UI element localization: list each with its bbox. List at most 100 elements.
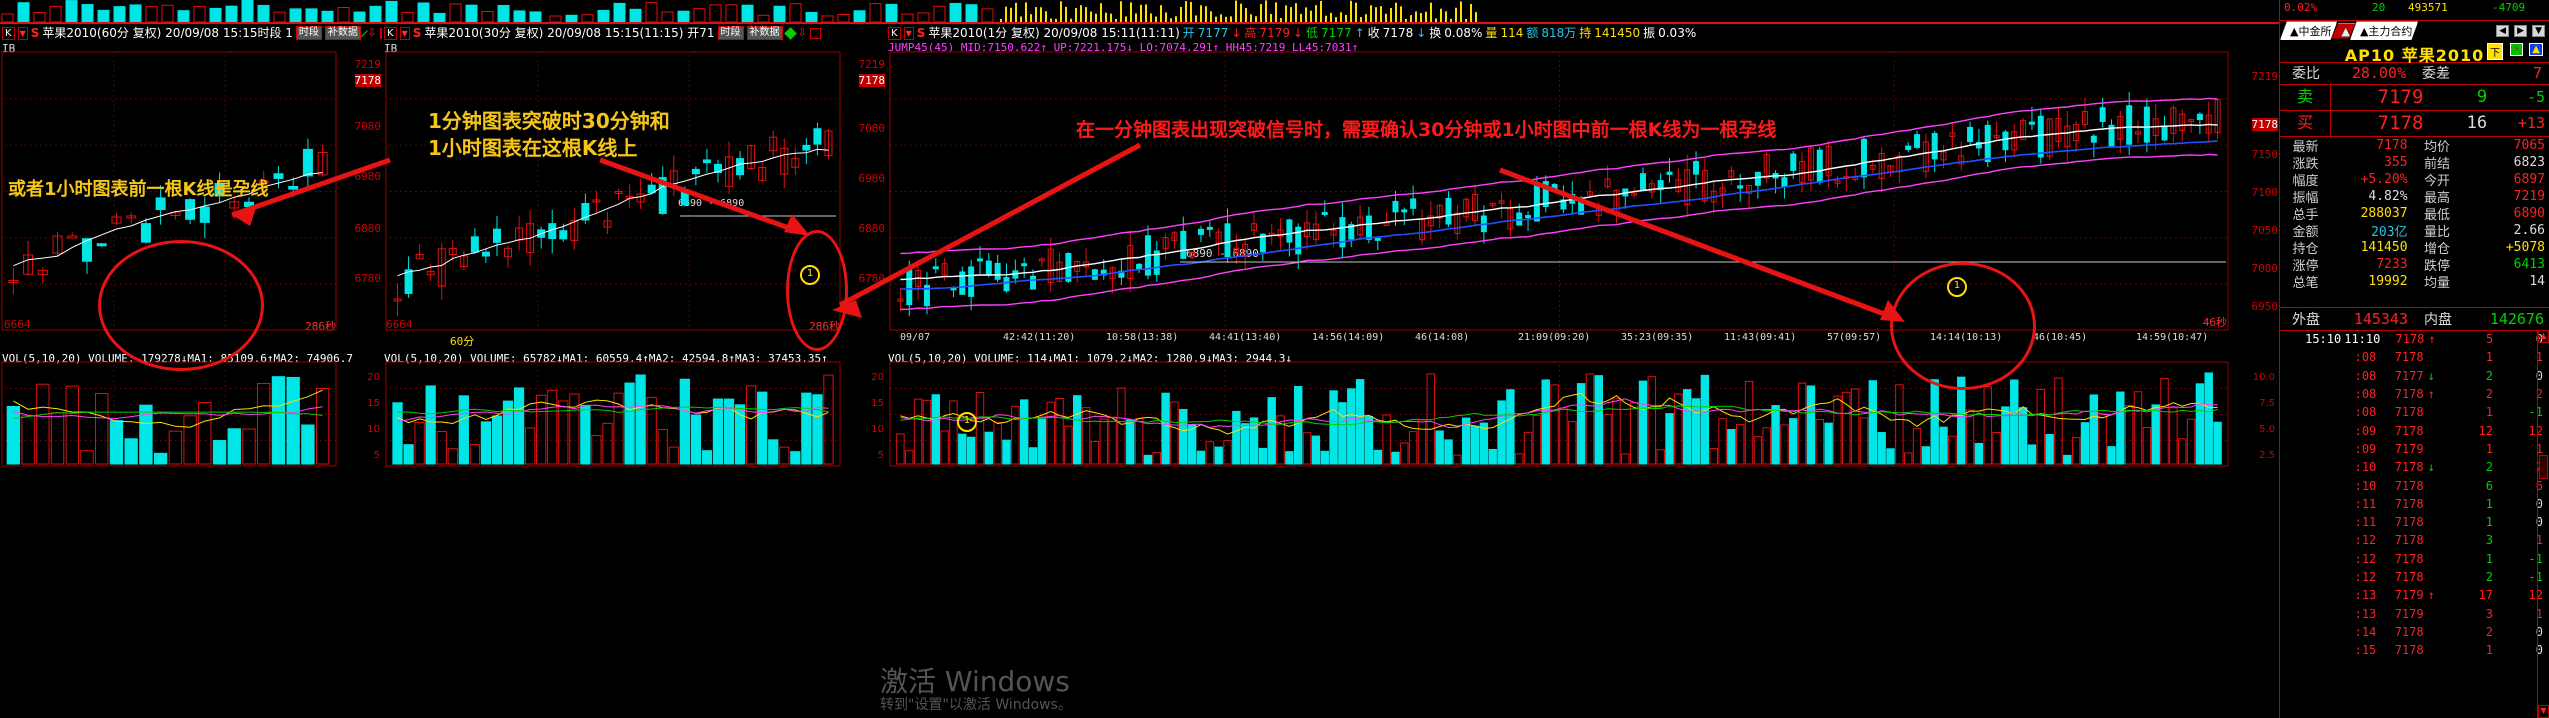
axis-low-60m: 6664 xyxy=(4,318,31,331)
scroll-thumb[interactable] xyxy=(2539,455,2548,479)
amount-value: 818万 xyxy=(1541,26,1577,40)
chart-toolbar-60m[interactable]: K ▼ S 苹果2010(60分 复权) 20/09/08 15:15时段 1 … xyxy=(0,25,382,41)
vol-axis-tick: 15 xyxy=(367,398,380,409)
scroll-up-button[interactable]: ▲ xyxy=(2538,330,2549,343)
scroll-right-button[interactable]: ▶ xyxy=(2514,24,2527,37)
chart-panel-1m[interactable]: K ▼ S 苹果2010(1分 复权) 20/09/08 15:11(11:11… xyxy=(886,0,2280,718)
tick-delta: 1 xyxy=(2535,533,2543,548)
tick-delta: 0 xyxy=(2535,496,2543,511)
tick-volume: 3 xyxy=(2485,533,2493,548)
square-icon[interactable] xyxy=(809,27,821,39)
tick-row[interactable]: :13 7179 3 1 xyxy=(2280,604,2549,622)
tick-row-header[interactable]: 15:10 11:10 7178 ↑ 5 0 xyxy=(2280,330,2549,348)
tick-time: :14 xyxy=(2354,624,2377,639)
tick-row[interactable]: :12 7178 1 -1 xyxy=(2280,550,2549,568)
tick-time: :08 xyxy=(2354,350,2377,365)
tick-volume: 1 xyxy=(2485,441,2493,456)
tick-volume: 1 xyxy=(2485,350,2493,365)
tick-row[interactable]: :15 7178 1 0 xyxy=(2280,641,2549,659)
down-arrow-icon[interactable]: ⇩ xyxy=(367,26,377,39)
stat-label: 涨跌 xyxy=(2292,157,2319,172)
tick-arrow-icon: ↓ xyxy=(2427,460,2435,475)
tab-zhuli-heyue[interactable]: ▲主力合约 xyxy=(2350,21,2418,40)
amplitude-label: 振 xyxy=(1643,26,1656,40)
tick-time: :09 xyxy=(2354,441,2377,456)
tick-row[interactable]: :08 7178 1 1 xyxy=(2280,348,2549,366)
tab-zhongjinsuo[interactable]: ▲中金所 xyxy=(2280,21,2337,40)
tick-row[interactable]: :11 7178 1 0 xyxy=(2280,495,2549,513)
k-type-button[interactable]: K xyxy=(384,26,397,40)
top-strip-oi: 493571 xyxy=(2408,1,2448,14)
lightning-badge-icon[interactable]: ⚡ xyxy=(2509,43,2523,56)
axis-tick: 6880 xyxy=(858,222,886,235)
tick-price: 7178 xyxy=(2394,551,2424,566)
high-label: 高 xyxy=(1244,26,1257,40)
green-diamond-icon[interactable] xyxy=(783,26,797,40)
scroll-down-button[interactable]: ▼ xyxy=(2538,705,2549,718)
tick-row[interactable]: :12 7178 2 -1 xyxy=(2280,568,2549,586)
tick-row[interactable]: :13 7179 ↑ 17 12 xyxy=(2280,586,2549,604)
scroll-left-button[interactable]: ◀ xyxy=(2496,24,2509,37)
tick-scrollbar[interactable]: ▲ ▼ xyxy=(2537,330,2549,718)
axis-tick: 6980 xyxy=(858,172,886,185)
stats-row: 总手 288037 最低 6890 xyxy=(2280,205,2549,223)
tick-row[interactable]: :11 7178 1 0 xyxy=(2280,513,2549,531)
exchange-tab-strip[interactable]: ▲中金所 ▲ ▲主力合约 ◀ ▶ ▼ xyxy=(2280,22,2549,39)
fill-data-button[interactable]: 补数据 xyxy=(324,26,361,40)
tick-list[interactable]: 15:10 11:10 7178 ↑ 5 0:08 7178 1 1:08 7177 ↓ 2 0:08 7… xyxy=(2280,330,2549,718)
tick-row[interactable]: :08 7178 1 -1 xyxy=(2280,403,2549,421)
chart-corner-code-60m: IB xyxy=(2,42,16,55)
quote-panel[interactable]: 0.02% 20 493571 -4709 ▲中金所 ▲ ▲主力合约 ◀ ▶ ▼… xyxy=(2279,0,2549,718)
stat-value-2: 6413 xyxy=(2513,257,2545,272)
segment-button[interactable]: 时段 xyxy=(295,26,322,40)
tab-menu-button[interactable]: ▼ xyxy=(2532,24,2545,37)
k-type-button[interactable]: K xyxy=(888,26,901,40)
tick-row[interactable]: :08 7178 ↑ 2 2 xyxy=(2280,385,2549,403)
s-icon[interactable]: S xyxy=(412,26,422,40)
ask-row[interactable]: 卖 7179 9 -5 xyxy=(2280,84,2549,111)
axis-tick: 6780 xyxy=(354,272,382,285)
highlight-ellipse-60m xyxy=(98,240,264,371)
chart-toolbar-1m[interactable]: K ▼ S 苹果2010(1分 复权) 20/09/08 15:11(11:11… xyxy=(886,25,2279,41)
oi-label: 持 xyxy=(1579,26,1592,40)
tick-row[interactable]: :14 7178 2 0 xyxy=(2280,623,2549,641)
s-icon[interactable]: S xyxy=(30,26,40,40)
bid-row[interactable]: 买 7178 16 +13 xyxy=(2280,110,2549,137)
chevron-down-icon[interactable]: ▼ xyxy=(17,26,28,40)
down-arrow-icon[interactable]: ⇩ xyxy=(797,26,807,39)
chevron-down-icon[interactable]: ▼ xyxy=(399,26,410,40)
up-badge-icon[interactable]: ▲ xyxy=(2529,43,2543,56)
tick-price: 7178 xyxy=(2394,478,2424,493)
fill-data-button[interactable]: 补数据 xyxy=(746,26,783,40)
tick-row[interactable]: :10 7178 6 6 xyxy=(2280,476,2549,494)
axis-last-price: 7178 xyxy=(858,74,885,87)
tick-delta: 1 xyxy=(2535,350,2543,365)
tick-volume: 12 xyxy=(2478,423,2493,438)
tick-row[interactable]: :12 7178 3 1 xyxy=(2280,531,2549,549)
segment-button[interactable]: 时段 xyxy=(717,26,744,40)
tick-row[interactable]: :08 7177 ↓ 2 0 xyxy=(2280,367,2549,385)
ratio-label: 委比 xyxy=(2292,66,2320,82)
top-strip-change: 0.02% xyxy=(2284,1,2318,14)
tick-row[interactable]: :09 7178 12 12 xyxy=(2280,421,2549,439)
instrument-code: AP10 xyxy=(2344,46,2396,65)
stats-row: 最新 7178 均价 7065 xyxy=(2280,137,2549,155)
tick-row[interactable]: :09 7179 1 1 xyxy=(2280,440,2549,458)
axis-tick: 7219 xyxy=(354,58,382,71)
tick-volume: 1 xyxy=(2485,405,2493,420)
watermark-line1: 激活 Windows xyxy=(880,665,1070,698)
s-icon[interactable]: S xyxy=(916,26,926,40)
k-type-button[interactable]: K xyxy=(2,26,15,40)
square-icon[interactable] xyxy=(379,27,382,39)
stat-value: 355 xyxy=(2384,155,2408,170)
download-badge-icon[interactable]: 下 xyxy=(2487,43,2503,60)
low-value: 7177 xyxy=(1321,26,1352,40)
axis-low-30m: 6664 xyxy=(386,318,413,331)
open-label: 开 xyxy=(1182,26,1195,40)
quote-title-row[interactable]: AP10 苹果2010 下 ⚡ ▲ xyxy=(2280,40,2549,65)
inner-label: 内盘 xyxy=(2424,312,2452,328)
chevron-down-icon[interactable]: ▼ xyxy=(903,26,914,40)
tick-time: :10 xyxy=(2354,460,2377,475)
chart-toolbar-30m[interactable]: K ▼ S 苹果2010(30分 复权) 20/09/08 15:15(11:1… xyxy=(382,25,886,41)
